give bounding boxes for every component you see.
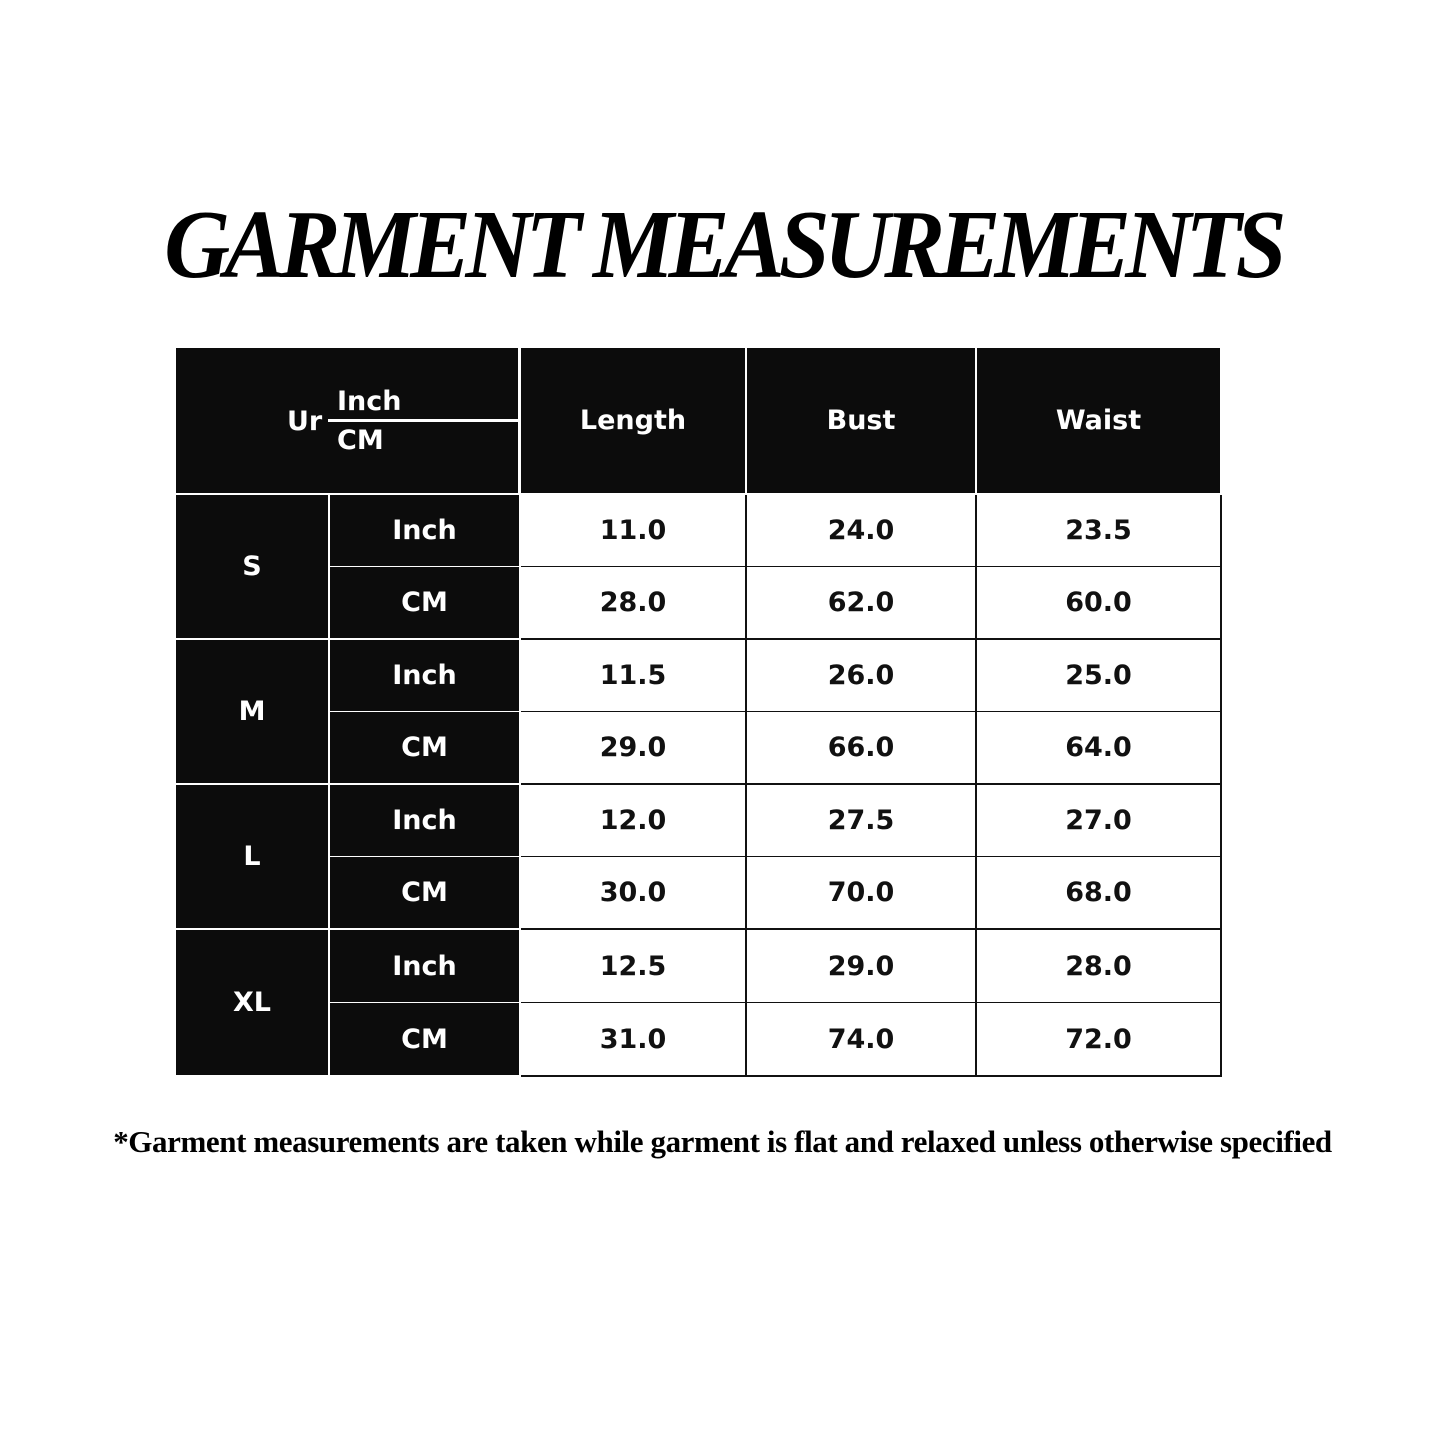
- table-cell: 68.0: [977, 857, 1222, 930]
- table-cell: 62.0: [747, 567, 977, 640]
- unit-header-cm: CM: [337, 425, 384, 456]
- table-cell: 28.0: [977, 930, 1222, 1004]
- table-cell: 29.0: [521, 712, 747, 785]
- unit-label: Inch: [330, 495, 519, 566]
- table-cell: 12.0: [521, 785, 747, 858]
- table-cell: 27.0: [977, 785, 1222, 858]
- unit-label: Inch: [330, 930, 519, 1002]
- footnote: *Garment measurements are taken while ga…: [113, 1124, 1332, 1159]
- table-cell: 12.5: [521, 930, 747, 1004]
- unit-label: Inch: [330, 640, 519, 711]
- table-cell: 66.0: [747, 712, 977, 785]
- unit-header-label: Ur: [287, 406, 323, 437]
- table-cell: 25.0: [977, 640, 1222, 713]
- table-cell: 72.0: [977, 1003, 1222, 1077]
- unit-label: CM: [330, 1003, 519, 1075]
- table-cell: 11.5: [521, 640, 747, 713]
- column-header: Bust: [747, 348, 975, 493]
- column-header: Waist: [977, 348, 1220, 493]
- unit-header-inch: Inch: [337, 386, 402, 417]
- unit-label: Inch: [330, 785, 519, 856]
- unit-label: CM: [330, 712, 519, 783]
- table-cell: 60.0: [977, 567, 1222, 640]
- table-cell: 24.0: [747, 495, 977, 568]
- table-cell: 30.0: [521, 857, 747, 930]
- table-cell: 64.0: [977, 712, 1222, 785]
- unit-header-cell: Ur Inch CM: [176, 348, 518, 493]
- table-cell: 70.0: [747, 857, 977, 930]
- table-cell: 23.5: [977, 495, 1222, 568]
- table-cell: 29.0: [747, 930, 977, 1004]
- table-cell: 11.0: [521, 495, 747, 568]
- size-label: S: [176, 495, 328, 638]
- table-cell: 27.5: [747, 785, 977, 858]
- unit-label: CM: [330, 857, 519, 928]
- table-cell: 26.0: [747, 640, 977, 713]
- table-cell: 31.0: [521, 1003, 747, 1077]
- size-label: L: [176, 785, 328, 928]
- unit-header-divider: [328, 419, 518, 422]
- table-cell: 28.0: [521, 567, 747, 640]
- size-label: M: [176, 640, 328, 783]
- table-cell: 74.0: [747, 1003, 977, 1077]
- column-header: Length: [521, 348, 745, 493]
- unit-label: CM: [330, 567, 519, 638]
- page-title: GARMENT MEASUREMENTS: [164, 191, 1286, 299]
- size-label: XL: [176, 930, 328, 1075]
